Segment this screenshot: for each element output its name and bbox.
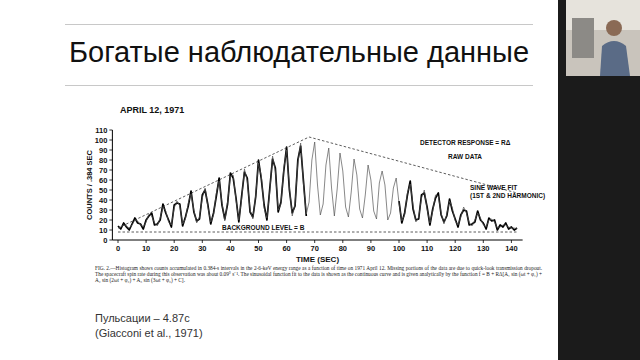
y-tick — [109, 230, 112, 231]
y-tick-label: 40 — [99, 196, 107, 205]
y-axis — [112, 130, 113, 240]
x-tick — [146, 240, 147, 243]
body — [600, 41, 630, 76]
y-tick-label: 80 — [99, 156, 107, 165]
x-tick-label: 10 — [142, 244, 150, 253]
series-line — [118, 232, 517, 233]
x-tick — [314, 240, 315, 243]
x-tick — [118, 240, 119, 243]
series-line — [118, 142, 517, 229]
y-tick-label: 0 — [103, 236, 107, 245]
chart: 0102030405060708090100110120130140010203… — [0, 0, 640, 360]
x-tick — [399, 240, 400, 243]
x-tick-label: 0 — [116, 244, 120, 253]
x-tick-label: 110 — [421, 244, 433, 253]
x-tick-label: 100 — [393, 244, 406, 253]
x-tick — [230, 240, 231, 243]
series-label: BACKGROUND LEVEL = B — [222, 224, 305, 231]
y-tick-label: 20 — [99, 216, 107, 225]
x-tick-label: 90 — [367, 244, 375, 253]
plot-area — [118, 137, 517, 232]
chart-title: APRIL 12, 1971 — [120, 105, 184, 115]
y-tick — [109, 160, 112, 161]
y-tick-label: 90 — [99, 146, 107, 155]
x-tick-label: 130 — [477, 244, 490, 253]
x-tick-label: 70 — [311, 244, 319, 253]
webcam — [566, 0, 640, 76]
x-tick-label: 60 — [282, 244, 290, 253]
slide: Богатые наблюдательные данные01020304050… — [0, 0, 640, 360]
y-tick — [109, 210, 112, 211]
x-tick — [342, 240, 343, 243]
x-tick-label: 40 — [226, 244, 234, 253]
slide-note: Пульсации – 4.87с — [95, 312, 190, 324]
y-tick — [109, 200, 112, 201]
x-tick-label: 80 — [339, 244, 347, 253]
y-tick-label: 110 — [95, 126, 107, 135]
x-tick — [427, 240, 428, 243]
y-tick — [109, 240, 112, 241]
board — [572, 18, 594, 58]
x-tick-label: 120 — [449, 244, 462, 253]
x-tick — [258, 240, 259, 243]
webcam-image — [566, 0, 640, 76]
slide-title: Богатые наблюдательные данные — [65, 36, 533, 69]
y-tick — [109, 220, 112, 221]
series-label: SINE WAVE FIT (1ST & 2ND HARMONIC) — [470, 184, 545, 200]
x-tick — [174, 240, 175, 243]
y-tick-label: 30 — [99, 206, 107, 215]
slide-note: (Giacconi et al., 1971) — [95, 327, 203, 339]
y-tick — [109, 150, 112, 151]
y-tick — [109, 140, 112, 141]
y-tick-label: 100 — [95, 136, 108, 145]
x-tick — [511, 240, 512, 243]
x-tick-label: 140 — [505, 244, 518, 253]
x-tick — [370, 240, 371, 243]
x-tick — [202, 240, 203, 243]
y-axis-label: COUNTS / .384 SEC — [85, 149, 94, 220]
series-label: RAW DATA — [448, 153, 482, 160]
x-tick — [483, 240, 484, 243]
x-axis-label: TIME (SEC) — [296, 255, 339, 264]
x-tick-label: 30 — [198, 244, 206, 253]
y-tick-label: 70 — [99, 166, 107, 175]
y-tick-label: 50 — [99, 186, 107, 195]
x-tick — [286, 240, 287, 243]
figure-caption: FIG. 2.—Histogram shows counts accumulat… — [95, 265, 542, 284]
y-tick — [109, 190, 112, 191]
y-tick — [109, 130, 112, 131]
y-tick-label: 60 — [99, 176, 107, 185]
x-tick — [455, 240, 456, 243]
y-tick — [109, 170, 112, 171]
series-line — [118, 137, 517, 228]
series-label: DETECTOR RESPONSE = RΔ — [420, 139, 511, 146]
x-tick-label: 50 — [254, 244, 262, 253]
head — [606, 20, 622, 36]
y-tick-label: 10 — [99, 226, 107, 235]
y-tick — [109, 180, 112, 181]
x-tick-label: 20 — [170, 244, 178, 253]
